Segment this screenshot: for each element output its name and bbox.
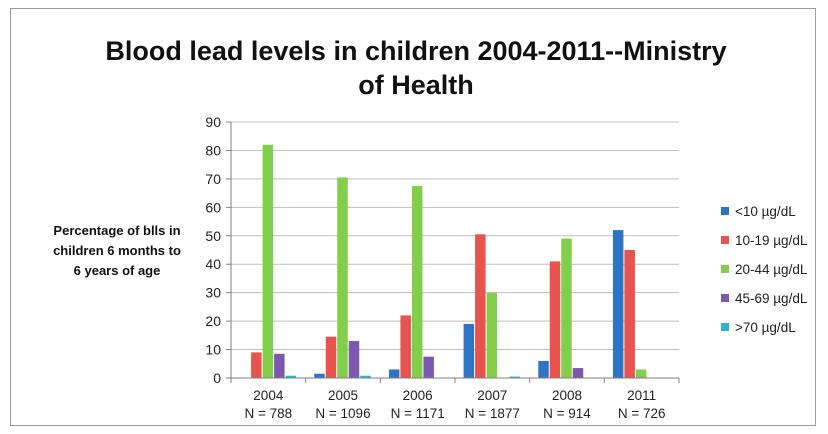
bar	[274, 353, 285, 378]
bar	[337, 177, 348, 378]
y-tick-label: 90	[205, 114, 221, 130]
bar	[348, 341, 360, 378]
bar	[411, 186, 423, 378]
y-tick-label: 40	[205, 256, 221, 272]
y-tick-label: 60	[205, 199, 221, 215]
bar	[538, 360, 549, 378]
legend-swatch	[721, 236, 729, 244]
y-tick-label: 80	[205, 142, 221, 158]
y-tick-label: 20	[205, 313, 221, 329]
bar	[463, 323, 475, 378]
x-tick-label-year: 2008	[552, 388, 582, 403]
bar	[325, 336, 337, 378]
bar	[400, 315, 411, 378]
x-tick-label-n: N = 726	[618, 406, 666, 421]
legend-swatch	[721, 323, 729, 331]
x-tick-label-year: 2005	[328, 388, 358, 403]
y-axis-label-line-2: children 6 months to	[53, 243, 181, 258]
x-tick-label-n: N = 914	[543, 406, 591, 421]
x-tick-label-year: 2011	[627, 388, 656, 403]
legend-label: >70 µg/dL	[735, 320, 796, 335]
legend-swatch	[721, 207, 729, 215]
chart-title-line-1: Blood lead levels in children 2004-2011-…	[105, 36, 726, 66]
chart-frame: Blood lead levels in children 2004-2011-…	[10, 8, 816, 426]
bar	[314, 373, 325, 378]
gridlines	[231, 121, 679, 351]
y-tick-label: 0	[213, 370, 221, 386]
bar	[624, 250, 635, 378]
x-tick-label-year: 2007	[477, 388, 507, 403]
bar	[509, 376, 521, 378]
axes	[230, 122, 680, 383]
legend-label: <10 µg/dL	[735, 204, 796, 219]
y-axis-label: Percentage of blls in children 6 months …	[53, 223, 181, 278]
bar	[360, 375, 371, 378]
y-axis-label-line-1: Percentage of blls in	[53, 223, 180, 238]
x-tick-label-year: 2006	[403, 388, 433, 403]
chart-title-line-2: of Health	[358, 70, 474, 100]
bars	[251, 144, 647, 378]
x-tick-label-n: N = 1096	[315, 406, 370, 421]
y-tick-label: 50	[205, 228, 221, 244]
y-axis-ticks: 0 10 20 30 40 50 60 70 80 90	[205, 114, 231, 386]
legend: <10 µg/dL 10-19 µg/dL 20-44 µg/dL 45-69 µg/…	[721, 204, 808, 335]
x-tick-label-n: N = 1877	[465, 406, 520, 421]
bar	[388, 369, 400, 378]
bar	[635, 369, 647, 378]
x-tick-label-n: N = 1171	[391, 406, 445, 421]
bar	[486, 292, 498, 378]
y-tick-label: 10	[205, 342, 221, 358]
bar	[572, 368, 584, 378]
legend-label: 20-44 µg/dL	[735, 262, 808, 277]
bar	[423, 356, 434, 378]
bar	[251, 352, 262, 378]
bar	[561, 238, 572, 378]
x-tick-label-year: 2004	[253, 388, 284, 403]
bar	[549, 261, 561, 378]
legend-label: 10-19 µg/dL	[735, 233, 808, 248]
legend-swatch	[721, 265, 729, 273]
y-tick-label: 30	[205, 285, 221, 301]
chart-title: Blood lead levels in children 2004-2011-…	[105, 36, 726, 100]
bar-chart: Blood lead levels in children 2004-2011-…	[53, 36, 808, 421]
bar	[262, 144, 274, 378]
y-axis-label-line-3: 6 years of age	[74, 263, 161, 278]
legend-swatch	[721, 294, 729, 302]
x-tick-label-n: N = 788	[244, 406, 292, 421]
y-tick-label: 70	[205, 171, 221, 187]
legend-label: 45-69 µg/dL	[735, 291, 808, 306]
bar	[475, 234, 486, 378]
x-axis-labels: 2004 N = 788 2005 N = 1096 2006 N = 1171 2007 N…	[244, 388, 665, 421]
bar	[612, 230, 624, 378]
bar	[285, 375, 297, 378]
